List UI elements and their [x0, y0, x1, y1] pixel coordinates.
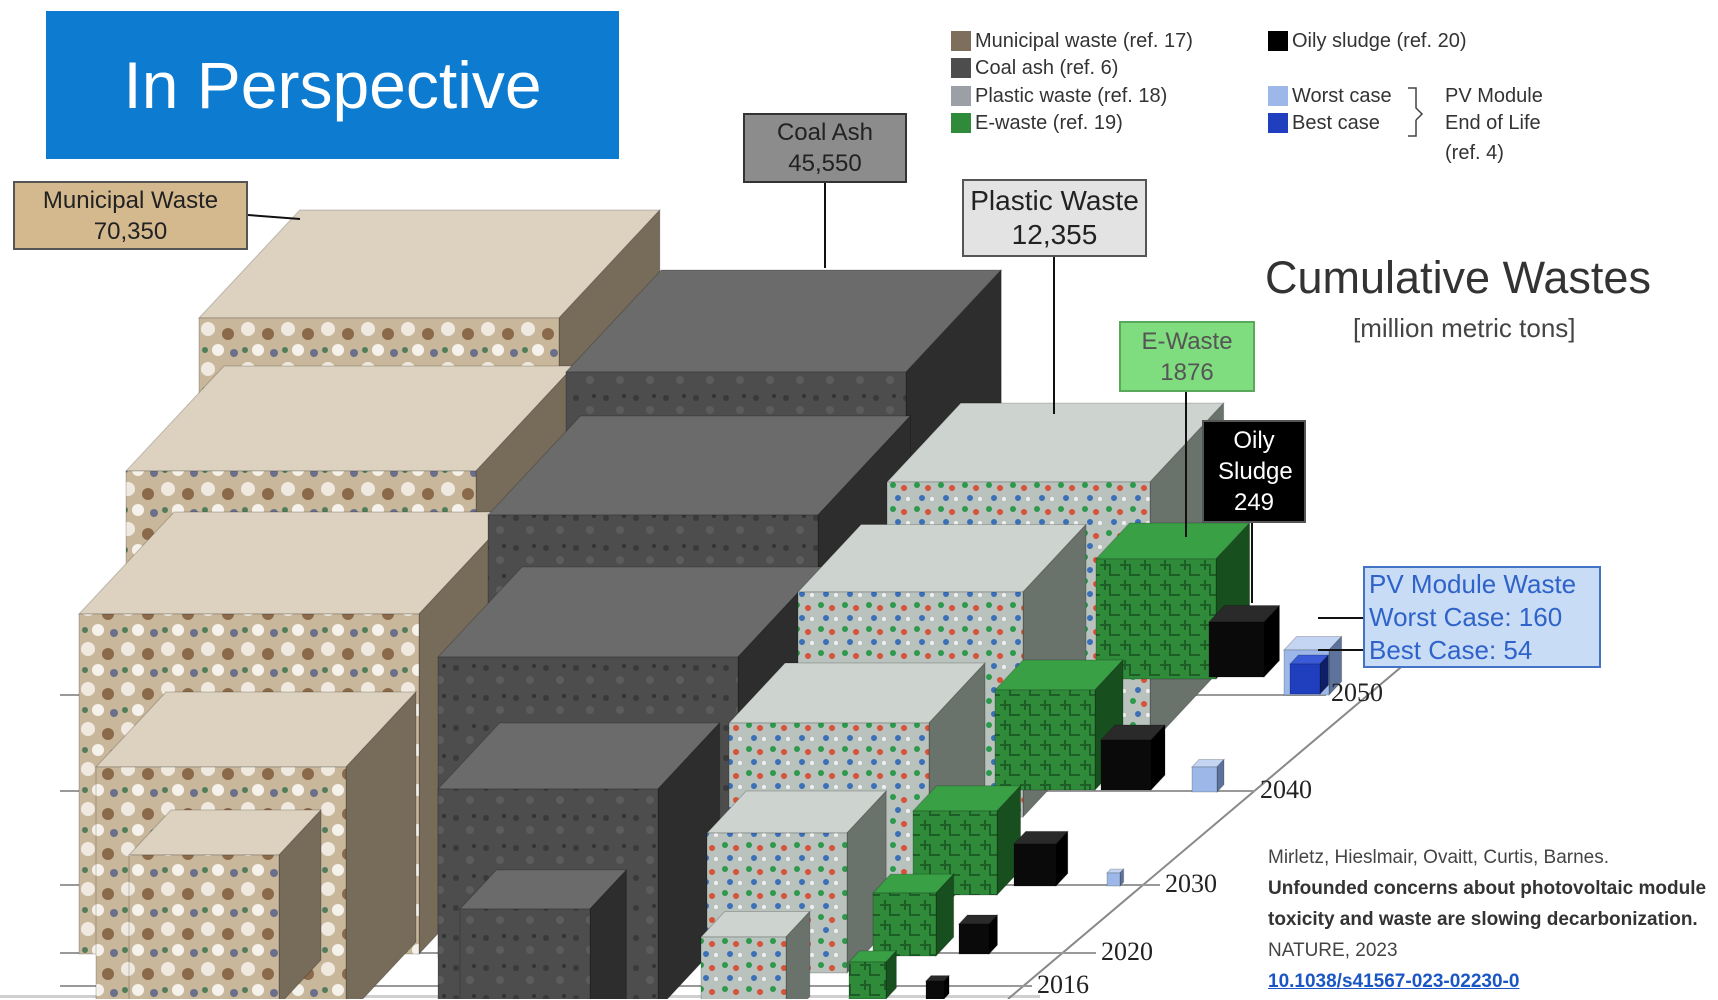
pv-callout: PV Module Waste Worst Case: 160 Best Cas…	[1363, 566, 1601, 668]
legend-label: Municipal waste (ref. 17)	[975, 29, 1193, 52]
legend-swatch	[951, 86, 971, 106]
pv-callout-title: PV Module Waste	[1369, 569, 1577, 599]
cube-front	[1013, 843, 1057, 887]
cube-front	[848, 961, 887, 999]
legend-swatch	[951, 113, 971, 133]
legend-group-label: End of Life	[1445, 111, 1541, 134]
legend-label: Plastic waste (ref. 18)	[975, 84, 1168, 107]
callout: Oily Sludge 249	[1202, 420, 1306, 523]
cubes	[60, 208, 1343, 999]
callout-label: Plastic Waste	[970, 185, 1139, 216]
legend-swatch	[1268, 86, 1288, 106]
cube-shade	[1056, 831, 1068, 886]
cube-shade	[944, 975, 950, 999]
legend-item: Best case	[1268, 110, 1380, 136]
cube-shade	[1217, 759, 1224, 792]
cube-shade	[786, 911, 810, 999]
legend-swatch	[951, 58, 971, 78]
legend-item: E-waste (ref. 19)	[951, 110, 1123, 136]
callout: E-Waste 1876	[1119, 321, 1255, 392]
cube-shade	[658, 723, 720, 999]
year-label: 2040	[1260, 775, 1312, 804]
legend-group-label: PV Module	[1445, 84, 1543, 107]
callout: Coal Ash 45,550	[743, 113, 907, 183]
cube-shade	[1329, 636, 1342, 695]
citation-journal: NATURE, 2023	[1268, 940, 1398, 961]
cube-front	[925, 980, 945, 999]
cube-front	[128, 854, 280, 999]
callout-label: Municipal Waste	[42, 186, 219, 214]
year-label: 2050	[1331, 678, 1383, 707]
cube-shade	[279, 810, 321, 999]
cube-front	[1106, 872, 1121, 887]
legend-item: Oily sludge (ref. 20)	[1268, 28, 1467, 54]
cube-front	[1095, 558, 1217, 680]
pv-callout-worst: Worst Case: 160	[1369, 602, 1563, 632]
callout-value: 249	[1233, 489, 1275, 516]
legend-label: E-waste (ref. 19)	[975, 111, 1123, 134]
chart-subtitle: [million metric tons]	[1353, 313, 1576, 343]
cube-shade	[989, 915, 998, 954]
cube-front	[872, 892, 937, 957]
chart-title: Cumulative Wastes	[1265, 252, 1651, 303]
legend-label: Coal ash (ref. 6)	[975, 56, 1119, 79]
callout: Plastic Waste 12,355	[962, 179, 1147, 257]
legend-label: Best case	[1292, 111, 1380, 134]
pv-callout-best: Best Case: 54	[1369, 635, 1533, 665]
year-label: 2020	[1101, 937, 1153, 966]
legend-item: Plastic waste (ref. 18)	[951, 83, 1167, 109]
cube-front	[1191, 766, 1218, 793]
connector	[247, 214, 301, 220]
legend-bracket	[1408, 87, 1424, 121]
cube-front	[958, 923, 990, 955]
floor-diagonal	[1007, 656, 1414, 999]
cube-shade	[1151, 725, 1165, 790]
callout: Municipal Waste 70,350	[13, 181, 248, 250]
legend-group-label: (ref. 4)	[1445, 141, 1504, 164]
callout-label: Coal Ash	[776, 119, 874, 146]
cube-front	[459, 908, 591, 999]
connectors	[247, 183, 1363, 651]
legend-item: Coal ash (ref. 6)	[951, 55, 1118, 81]
callout-value: 70,350	[93, 217, 168, 245]
citation-doi[interactable]: 10.1038/s41567-023-02230-0	[1268, 971, 1520, 992]
header-title: In Perspective	[46, 11, 619, 159]
legend-swatch	[951, 31, 971, 51]
cube-front	[700, 936, 787, 999]
callout-label: Oily Sludge	[1218, 427, 1293, 485]
callout-value: 12,355	[1011, 219, 1098, 250]
legend-bracket	[1408, 120, 1417, 137]
year-label: 2016	[1037, 970, 1089, 999]
cube-front	[1289, 663, 1321, 695]
citation-authors: Mirletz, Hieslmair, Ovaitt, Curtis, Barn…	[1268, 847, 1610, 868]
cube-shade	[1320, 655, 1329, 694]
cube-shade	[346, 692, 416, 999]
legend-item: Worst case	[1268, 83, 1392, 109]
callout-label: E-Waste	[1141, 327, 1233, 355]
cube-shade	[886, 950, 897, 999]
legend-item: Municipal waste (ref. 17)	[951, 28, 1193, 54]
callout-value: 1876	[1160, 358, 1214, 386]
legend-label: Worst case	[1292, 84, 1392, 107]
cube-front	[994, 689, 1096, 791]
cube-shade	[1120, 869, 1124, 886]
legend-swatch	[1268, 31, 1288, 51]
cube-shade	[936, 874, 954, 956]
cube-front	[1208, 621, 1265, 678]
legend-swatch	[1268, 113, 1288, 133]
citation: Mirletz, Hieslmair, Ovaitt, Curtis, Barn…	[1268, 842, 1708, 997]
legend-label: Oily sludge (ref. 20)	[1292, 29, 1467, 52]
cube-front	[1100, 739, 1152, 791]
year-label: 2030	[1165, 869, 1217, 898]
callout-value: 45,550	[788, 150, 862, 177]
cube-shade	[590, 870, 627, 999]
citation-title: Unfounded concerns about photovoltaic mo…	[1268, 878, 1707, 930]
cube-shade	[1264, 605, 1280, 677]
